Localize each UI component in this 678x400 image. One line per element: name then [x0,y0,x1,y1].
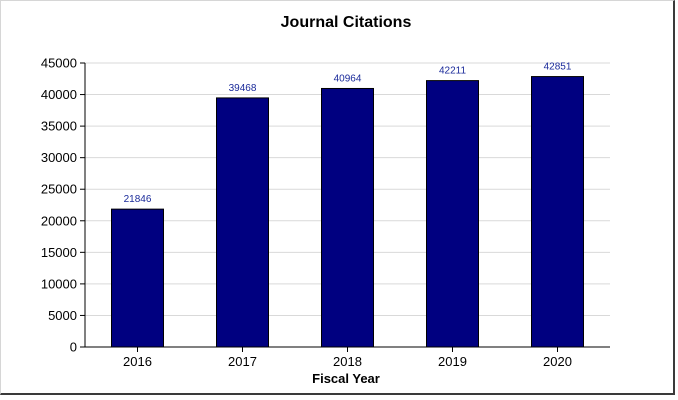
y-tick-label: 40000 [41,87,77,102]
y-tick-label: 20000 [41,213,77,228]
data-labels: 21846 39468 40964 42211 42851 [124,62,572,206]
data-label-2017: 39468 [229,83,257,94]
x-tick-label-2020: 2020 [543,354,572,369]
data-label-2019: 42211 [439,66,467,77]
bar-2019 [426,80,479,348]
bar-2017 [216,97,269,348]
x-tick-label-2017: 2017 [228,354,257,369]
y-tick-label: 5000 [48,308,77,323]
y-tick-label: 25000 [41,182,77,197]
y-tick-label: 30000 [41,150,77,165]
chart-title: Journal Citations [281,14,412,31]
y-tick-label: 0 [70,340,77,355]
x-axis-ticks: 2016 2017 2018 2019 2020 [123,347,572,369]
data-label-2020: 42851 [544,62,572,73]
bars [111,76,584,348]
data-label-2016: 21846 [124,194,152,205]
data-label-2018: 40964 [334,73,362,84]
bar-2018 [321,87,374,348]
y-tick-label: 15000 [41,245,77,260]
y-tick-label: 10000 [41,276,77,291]
y-axis-ticks: 0 5000 10000 15000 20000 25000 30000 35000 40000… [41,56,85,355]
x-tick-label-2019: 2019 [438,354,467,369]
bar-2020 [531,76,584,348]
x-tick-label-2018: 2018 [333,354,362,369]
x-axis-label: Fiscal Year [312,371,380,386]
x-tick-label-2016: 2016 [123,354,152,369]
y-tick-label: 35000 [41,119,77,134]
bar-2016 [111,208,164,348]
y-tick-label: 45000 [41,56,77,71]
